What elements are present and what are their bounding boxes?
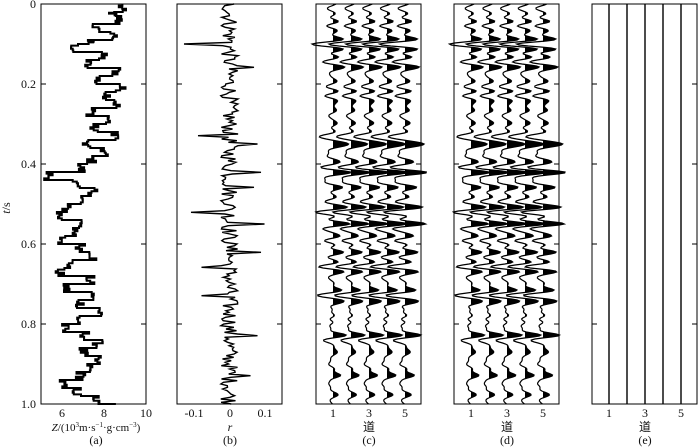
- panel-c-traces: [310, 3, 428, 405]
- b-x-tick-label: 0: [227, 406, 233, 420]
- seismic-trace: [310, 3, 352, 405]
- a-x-tick-label: 6: [59, 406, 65, 420]
- d-x-axis-label: 道: [501, 420, 513, 434]
- y-tick-marks: [41, 3, 697, 405]
- d-x-tick-label: 5: [540, 406, 546, 420]
- c-x-tick-label: 5: [402, 406, 408, 420]
- y-axis-label: t/s: [0, 202, 13, 214]
- panel-a-plot: [43, 4, 127, 405]
- c-x-tick-label: 3: [366, 406, 372, 420]
- e-x-tick-label: 1: [606, 406, 612, 420]
- c-x-axis-label: 道: [363, 420, 375, 434]
- panel-d-traces: [447, 3, 567, 405]
- d-x-tick-label: 3: [504, 406, 510, 420]
- e-x-tick-label: 5: [678, 406, 684, 420]
- y-tick-label: 0.8: [21, 317, 36, 331]
- b-x-tick-label: -0.1: [185, 406, 204, 420]
- a-x-tick-label: 8: [101, 406, 107, 420]
- b-x-axis-label: r: [228, 420, 233, 434]
- a-x-axis-label: Z/(103m·s−1·g·cm−3): [52, 421, 141, 434]
- e-x-tick-label: 3: [642, 406, 648, 420]
- y-tick-label: 0: [30, 0, 36, 11]
- y-tick-label: 1.0: [21, 397, 36, 411]
- panel-label-b: (b): [223, 433, 237, 447]
- c-x-tick-label: 1: [330, 406, 336, 420]
- d-x-tick-label: 1: [468, 406, 474, 420]
- panel-label-c: (c): [362, 433, 375, 447]
- x-tick-labels: 6 8 10 -0.1 0 0.1 1 3 5 1 3 5 1 3 5: [59, 406, 684, 420]
- panel-e-traces: [608, 4, 682, 404]
- y-tick-label: 0.4: [21, 157, 36, 171]
- y-axis-label-unit: /s: [0, 202, 13, 210]
- y-tick-label: 0.2: [21, 77, 36, 91]
- y-tick-labels: 0 0.2 0.4 0.6 0.8 1.0: [21, 0, 36, 411]
- y-tick-label: 0.6: [21, 237, 36, 251]
- panel-label-a: (a): [89, 433, 102, 447]
- b-x-tick-label: 0.1: [258, 406, 273, 420]
- reflectivity-line: [183, 3, 265, 405]
- a-x-tick-label: 10: [140, 406, 152, 420]
- y-axis-label-t: t: [0, 210, 13, 214]
- panel-label-e: (e): [638, 433, 651, 447]
- panel-a-frame: [40, 3, 147, 405]
- panel-label-d: (d): [500, 433, 514, 447]
- e-x-axis-label: 道: [639, 420, 651, 434]
- panel-b-plot: [183, 3, 265, 405]
- impedance-line: [43, 4, 127, 405]
